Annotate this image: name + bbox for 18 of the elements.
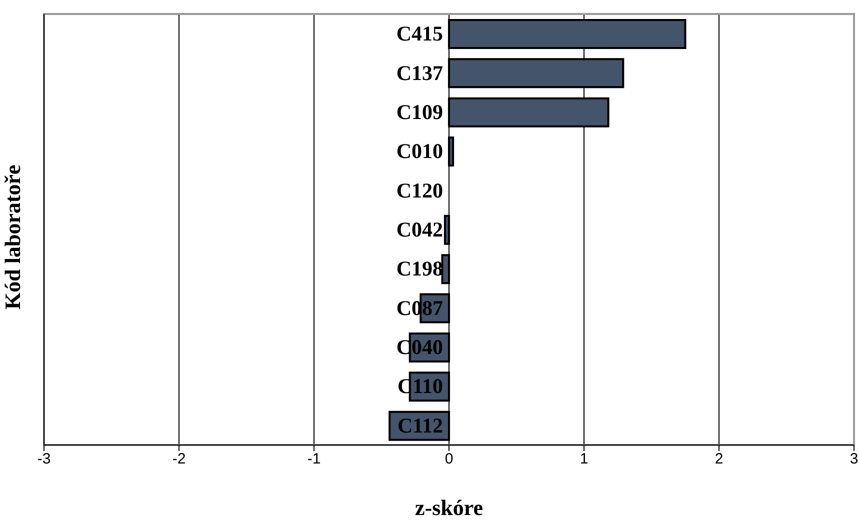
x-tick-label: 2 (714, 450, 724, 468)
y-tick-label: C120 (396, 178, 443, 202)
x-tick-label: 1 (580, 450, 588, 468)
y-tick-label: C137 (396, 60, 443, 85)
y-tick-label: C198 (396, 256, 443, 281)
x-axis-title: z-skóre (414, 495, 484, 520)
x-tick-label: 3 (850, 450, 858, 468)
x-tick-label: -3 (37, 450, 51, 468)
y-tick-label: C112 (397, 413, 443, 438)
y-tick-label: C087 (396, 296, 443, 320)
y-axis-title: Kód laboratoře (0, 164, 25, 310)
y-tick-label: C109 (396, 100, 443, 124)
y-tick-label: C415 (396, 22, 443, 46)
x-tick-label: -1 (307, 450, 321, 468)
x-tick-label: -2 (172, 450, 186, 468)
y-tick-label: C010 (396, 139, 443, 164)
y-tick-label: C042 (396, 218, 443, 242)
x-tick-label: 0 (444, 450, 454, 468)
